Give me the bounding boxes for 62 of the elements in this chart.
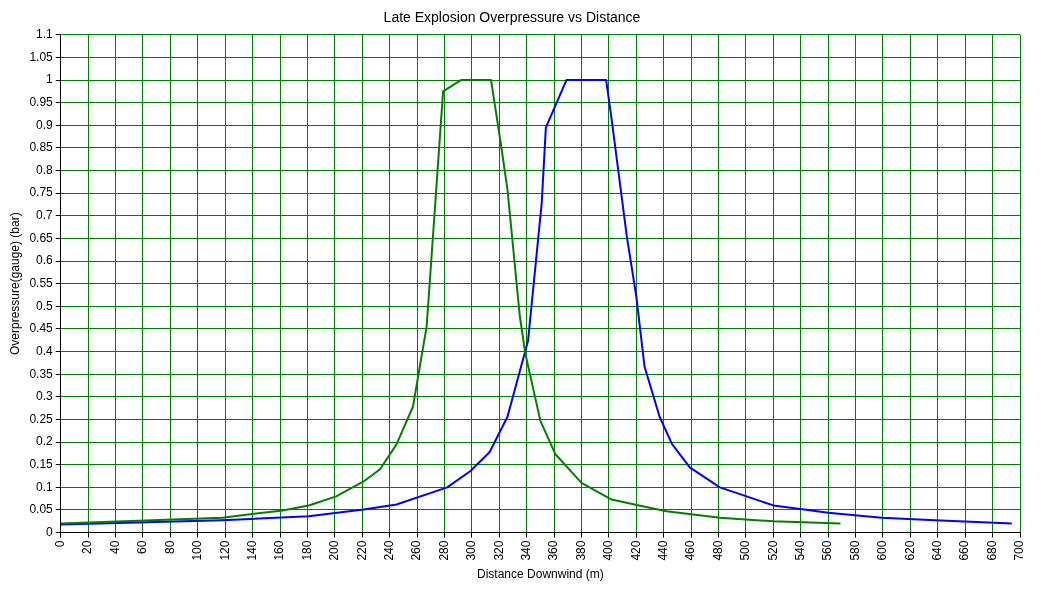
y-tick-label: 0.1: [36, 479, 54, 494]
x-tick-label: 140: [244, 540, 259, 561]
x-tick-label: 300: [464, 540, 479, 561]
x-tick-label: 60: [135, 540, 150, 554]
y-tick-label: 0.05: [29, 502, 54, 517]
x-tick-label: 600: [875, 540, 890, 561]
y-tick-label: 0.55: [29, 276, 54, 290]
y-tick-label: 0.6: [36, 253, 54, 268]
y-tick-label: 0.2: [36, 434, 54, 449]
x-tick-label: 360: [546, 540, 561, 561]
x-tick-label: 280: [436, 540, 451, 561]
y-tick-label: 0.25: [29, 411, 54, 426]
chart-title: Late Explosion Overpressure vs Distance: [383, 9, 641, 26]
x-tick-label: 100: [190, 540, 205, 561]
x-tick-label: 240: [381, 540, 396, 561]
x-tick-label: 160: [272, 540, 287, 561]
x-tick-label: 20: [80, 540, 95, 554]
y-tick-label: 0.65: [29, 230, 54, 245]
y-tick-label: 1.1: [36, 27, 54, 42]
x-tick-label: 580: [847, 540, 862, 561]
y-tick-label: 1.05: [29, 49, 54, 64]
x-tick-label: 340: [518, 540, 533, 561]
x-tick-label: 440: [656, 540, 671, 561]
y-tick-label: 0.45: [29, 321, 54, 336]
y-tick-label: 0.35: [29, 366, 54, 381]
x-tick-label: 400: [601, 540, 616, 561]
x-tick-label: 260: [409, 540, 424, 561]
x-tick-label: 640: [930, 540, 945, 561]
x-tick-label: 420: [628, 540, 643, 561]
y-tick-label: 0: [46, 524, 54, 539]
x-tick-label: 180: [299, 540, 314, 561]
x-tick-label: 220: [354, 540, 369, 561]
x-tick-label: 480: [710, 540, 725, 561]
y-tick-label: 0.85: [29, 140, 54, 155]
x-tick-label: 660: [957, 540, 972, 561]
x-tick-label: 520: [765, 540, 780, 561]
y-tick-label: 0.3: [36, 389, 54, 404]
y-tick-label: 0.75: [29, 185, 54, 200]
y-tick-label: 1: [46, 72, 54, 87]
x-tick-label: 680: [984, 540, 999, 561]
x-tick-label: 620: [902, 540, 917, 561]
y-tick-label: 0.95: [29, 94, 54, 109]
x-tick-label: 80: [162, 540, 177, 554]
y-tick-label: 0.4: [36, 343, 54, 358]
x-tick-label: 500: [738, 540, 753, 561]
y-tick-label: 0.15: [29, 457, 54, 472]
x-tick-label: 200: [327, 540, 342, 561]
x-tick-label: 540: [793, 540, 808, 561]
y-axis-title: Overpressure(gauge) (bar): [7, 212, 22, 356]
x-tick-label: 560: [820, 540, 835, 561]
y-tick-label: 0.8: [36, 162, 54, 177]
y-tick-label: 0.7: [36, 208, 54, 223]
x-tick-label: 380: [573, 540, 588, 561]
y-tick-label: 0.9: [36, 117, 54, 132]
x-tick-label: 700: [1012, 540, 1027, 561]
x-tick-label: 460: [683, 540, 698, 561]
y-tick-label: 0.5: [36, 298, 54, 313]
x-tick-label: 320: [491, 540, 506, 561]
x-axis-title: Distance Downwind (m): [477, 567, 604, 582]
x-tick-label: 0: [53, 540, 68, 548]
x-tick-label: 120: [217, 540, 232, 561]
x-tick-label: 40: [107, 540, 122, 554]
